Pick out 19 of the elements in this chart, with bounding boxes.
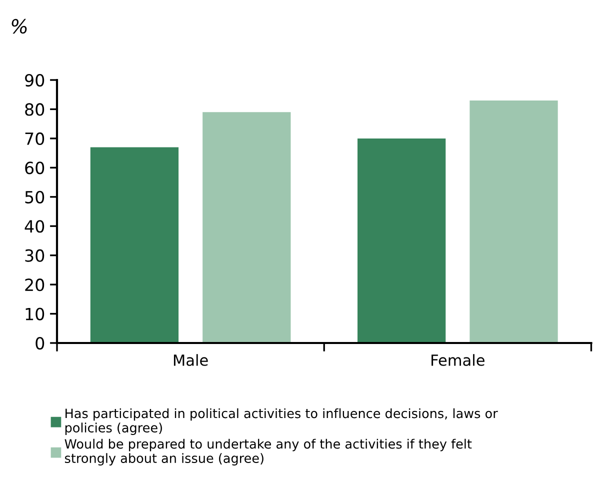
y-tick-label: 60 bbox=[25, 162, 44, 174]
y-tick-label: 50 bbox=[25, 190, 44, 204]
bar bbox=[358, 138, 446, 343]
y-tick-label: 10 bbox=[26, 308, 44, 320]
y-tick-label: 30 bbox=[25, 249, 44, 262]
y-tick-label: 90 bbox=[25, 74, 44, 87]
y-tick-label: 40 bbox=[24, 220, 44, 233]
x-tick-label: Female bbox=[432, 354, 484, 366]
y-tick-label: 20 bbox=[25, 278, 44, 292]
y-tick-label: 80 bbox=[25, 103, 44, 116]
y-tick-label: 70 bbox=[25, 132, 44, 146]
bar bbox=[202, 112, 291, 343]
x-tick-label: Male bbox=[174, 354, 208, 366]
legend-label: Would be prepared to undertake any of the activities if they felt strongly about an issue (agree) bbox=[64, 438, 472, 466]
bar bbox=[90, 147, 179, 343]
y-axis-title: % bbox=[12, 18, 27, 34]
legend-label: Has participated in political activities to influence decisions, laws or policies (agree) bbox=[65, 408, 498, 435]
bar bbox=[470, 100, 558, 343]
y-tick-label: 0 bbox=[36, 336, 44, 350]
